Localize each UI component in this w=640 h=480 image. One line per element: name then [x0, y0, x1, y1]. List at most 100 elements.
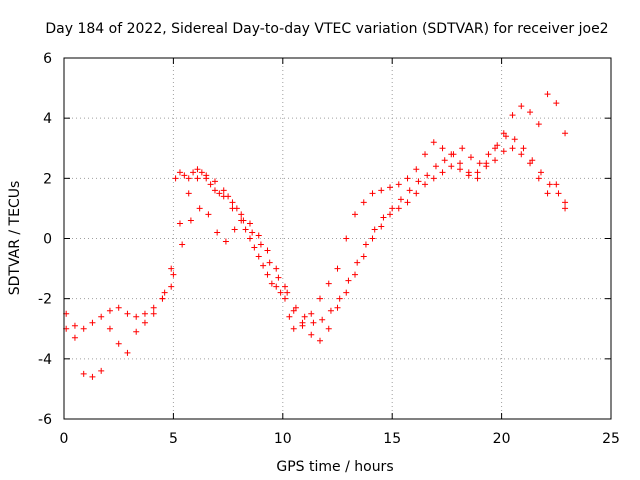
data-point	[492, 157, 499, 164]
data-point	[260, 262, 267, 269]
data-point	[336, 295, 343, 302]
data-point	[465, 172, 472, 179]
data-point	[170, 271, 177, 278]
data-point	[502, 133, 509, 140]
data-point	[240, 217, 247, 224]
data-point	[172, 175, 179, 182]
data-point	[511, 136, 518, 143]
data-point	[474, 169, 481, 176]
data-point	[249, 229, 256, 236]
data-point	[500, 148, 507, 155]
data-point	[450, 151, 457, 158]
data-point	[544, 91, 551, 98]
data-point	[98, 367, 105, 374]
data-point	[352, 271, 359, 278]
data-point	[476, 160, 483, 167]
data-point	[406, 187, 413, 194]
data-point	[205, 211, 212, 218]
y-tick-label: 0	[43, 232, 52, 248]
series-track-a	[63, 91, 569, 332]
data-point	[275, 274, 282, 281]
data-point	[485, 151, 492, 158]
data-point	[257, 241, 264, 248]
data-point	[430, 139, 437, 146]
data-point	[492, 145, 499, 152]
data-point	[89, 373, 96, 380]
data-point	[467, 154, 474, 161]
data-point	[474, 175, 481, 182]
data-point	[80, 370, 87, 377]
data-point	[527, 109, 534, 116]
x-tick-label: 15	[383, 431, 401, 447]
series-track-b	[63, 145, 569, 380]
data-point	[246, 235, 253, 242]
y-tick-label: -6	[38, 412, 52, 428]
data-point	[325, 325, 332, 332]
data-point	[352, 211, 359, 218]
data-point	[80, 325, 87, 332]
data-point	[106, 307, 113, 314]
data-point	[457, 160, 464, 167]
data-point	[284, 289, 291, 296]
data-point	[404, 199, 411, 206]
data-point	[518, 151, 525, 158]
data-point	[301, 313, 308, 320]
data-point	[378, 223, 385, 230]
data-point	[229, 205, 236, 212]
data-point	[150, 304, 157, 311]
data-point	[509, 112, 516, 119]
data-point	[555, 190, 562, 197]
data-point	[343, 289, 350, 296]
data-point	[286, 313, 293, 320]
data-point	[106, 325, 113, 332]
data-point	[290, 325, 297, 332]
data-point	[220, 193, 227, 200]
data-point	[334, 265, 341, 272]
data-point	[211, 187, 218, 194]
data-point	[115, 304, 122, 311]
data-point	[395, 181, 402, 188]
data-point	[459, 145, 466, 152]
y-axis-ticks: -6 -4 -2 0 2 4 6	[38, 51, 611, 428]
y-tick-label: 4	[43, 111, 52, 127]
data-point	[389, 205, 396, 212]
x-axis-label: GPS time / hours	[276, 459, 393, 475]
data-point	[268, 280, 275, 287]
data-point	[281, 295, 288, 302]
data-point	[273, 265, 280, 272]
data-point	[562, 205, 569, 212]
data-point	[168, 265, 175, 272]
data-point	[115, 340, 122, 347]
data-point	[214, 229, 221, 236]
data-point	[535, 121, 542, 128]
y-tick-label: -2	[38, 292, 52, 308]
data-point	[448, 163, 455, 170]
data-point	[211, 178, 218, 185]
data-point	[216, 190, 223, 197]
data-point	[222, 238, 229, 245]
data-point	[308, 331, 315, 338]
grid-lines	[64, 58, 611, 419]
data-point	[89, 319, 96, 326]
data-points	[63, 91, 569, 380]
data-point	[395, 205, 402, 212]
x-tick-label: 25	[602, 431, 620, 447]
y-tick-label: 2	[43, 171, 52, 187]
chart-title: Day 184 of 2022, Sidereal Day-to-day VTE…	[45, 21, 608, 37]
data-point	[378, 187, 385, 194]
x-tick-label: 20	[493, 431, 511, 447]
y-tick-label: 6	[43, 51, 52, 67]
data-point	[141, 310, 148, 317]
data-point	[264, 271, 271, 278]
data-point	[316, 337, 323, 344]
data-point	[562, 199, 569, 206]
data-point	[387, 211, 394, 218]
data-point	[176, 169, 183, 176]
data-point	[432, 163, 439, 170]
data-point	[483, 160, 490, 167]
data-point	[185, 175, 192, 182]
data-point	[544, 190, 551, 197]
data-point	[494, 142, 501, 149]
data-point	[124, 310, 131, 317]
